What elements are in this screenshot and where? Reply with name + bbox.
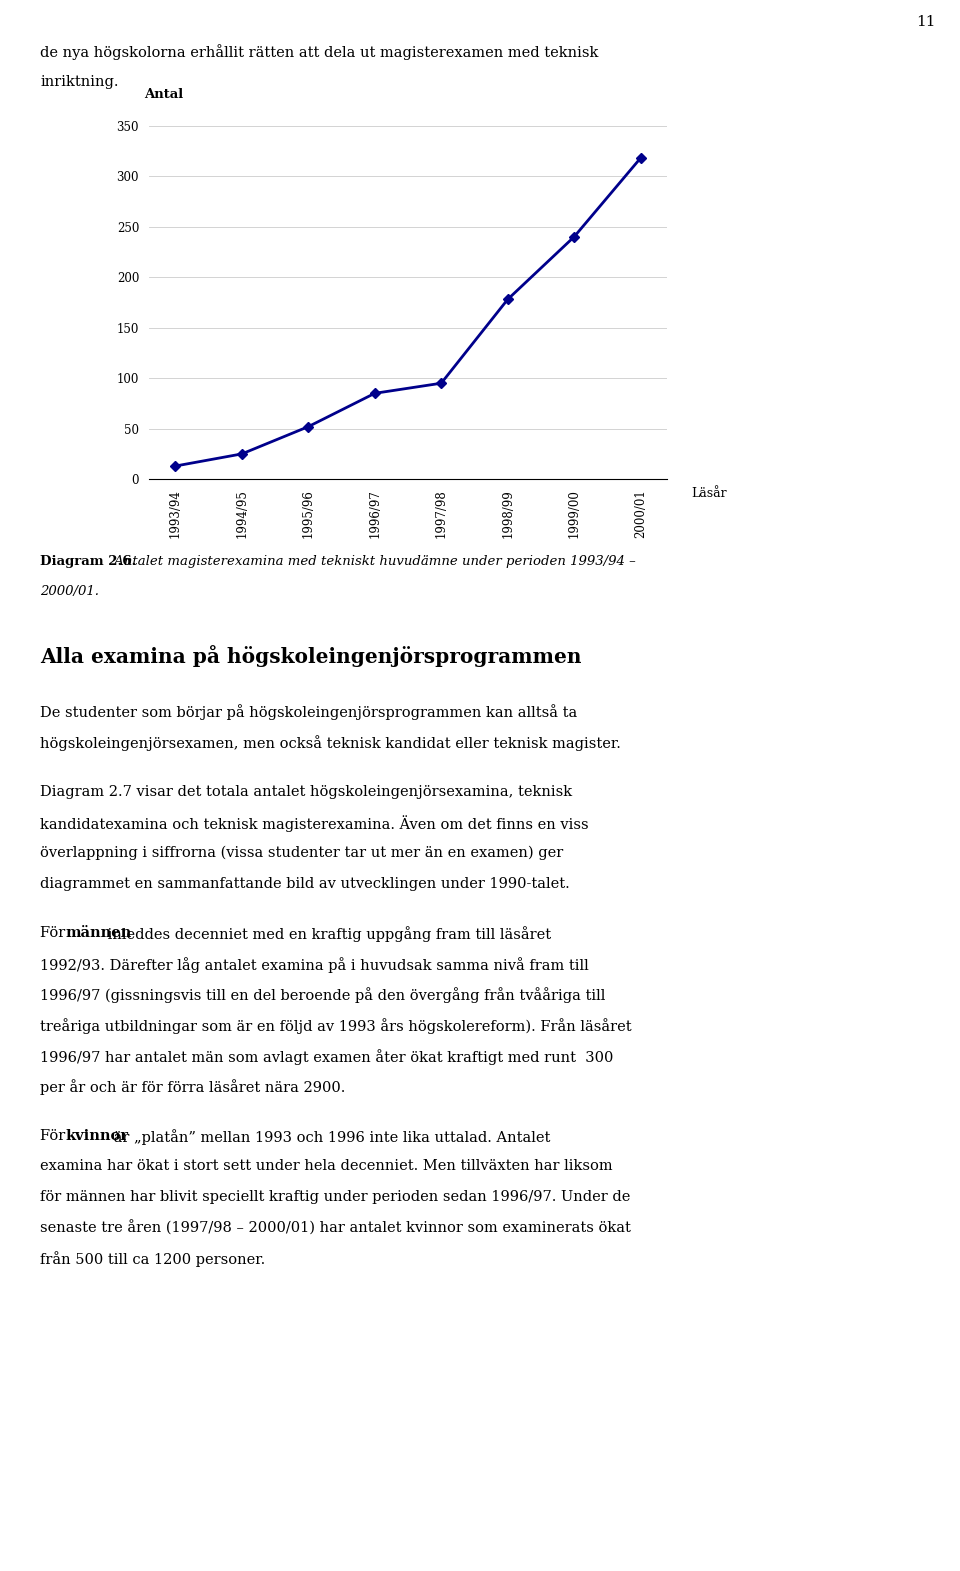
Text: treåriga utbildningar som är en följd av 1993 års högskolereform). Från läsåret: treåriga utbildningar som är en följd av… <box>40 1018 632 1034</box>
Text: examina har ökat i stort sett under hela decenniet. Men tillväxten har liksom: examina har ökat i stort sett under hela… <box>40 1159 612 1174</box>
Text: är „platån” mellan 1993 och 1996 inte lika uttalad. Antalet: är „platån” mellan 1993 och 1996 inte li… <box>109 1130 550 1145</box>
Text: männen: männen <box>65 927 132 939</box>
Text: inleddes decenniet med en kraftig uppgång fram till läsåret: inleddes decenniet med en kraftig uppgån… <box>103 927 551 943</box>
Text: Läsår: Läsår <box>691 487 727 500</box>
Text: de nya högskolorna erhållit rätten att dela ut magisterexamen med teknisk: de nya högskolorna erhållit rätten att d… <box>40 44 599 60</box>
Text: senaste tre åren (1997/98 – 2000/01) har antalet kvinnor som examinerats ökat: senaste tre åren (1997/98 – 2000/01) har… <box>40 1221 631 1236</box>
Text: per år och är för förra läsåret nära 2900.: per år och är för förra läsåret nära 290… <box>40 1079 346 1095</box>
Text: Antalet magisterexamina med tekniskt huvudämne under perioden 1993/94 –: Antalet magisterexamina med tekniskt huv… <box>110 555 636 567</box>
Text: 1996/97 har antalet män som avlagt examen åter ökat kraftigt med runt  300: 1996/97 har antalet män som avlagt exame… <box>40 1049 613 1065</box>
Text: Alla examina på högskoleingenjörsprogrammen: Alla examina på högskoleingenjörsprogram… <box>40 646 582 666</box>
Text: För: För <box>40 927 70 939</box>
Text: 1996/97 (gissningsvis till en del beroende på den övergång från tvååriga till: 1996/97 (gissningsvis till en del beroen… <box>40 988 606 1004</box>
Text: För: För <box>40 1130 70 1142</box>
Text: Diagram 2.6.: Diagram 2.6. <box>40 555 136 567</box>
Text: Antal: Antal <box>144 88 183 101</box>
Text: högskoleingenjörsexamen, men också teknisk kandidat eller teknisk magister.: högskoleingenjörsexamen, men också tekni… <box>40 735 621 751</box>
Text: kandidatexamina och teknisk magisterexamina. Även om det finns en viss: kandidatexamina och teknisk magisterexam… <box>40 815 588 833</box>
Text: 2000/01.: 2000/01. <box>40 586 99 599</box>
Text: 1992/93. Därefter låg antalet examina på i huvudsak samma nivå fram till: 1992/93. Därefter låg antalet examina på… <box>40 957 589 972</box>
Text: överlappning i siffrorna (vissa studenter tar ut mer än en examen) ger: överlappning i siffrorna (vissa studente… <box>40 847 564 861</box>
Text: 11: 11 <box>917 14 936 28</box>
Text: kvinnor: kvinnor <box>65 1130 129 1142</box>
Text: De studenter som börjar på högskoleingenjörsprogrammen kan alltså ta: De studenter som börjar på högskoleingen… <box>40 705 578 721</box>
Text: från 500 till ca 1200 personer.: från 500 till ca 1200 personer. <box>40 1252 266 1268</box>
Text: inriktning.: inriktning. <box>40 74 119 88</box>
Text: Diagram 2.7 visar det totala antalet högskoleingenjörsexamina, teknisk: Diagram 2.7 visar det totala antalet hög… <box>40 786 572 798</box>
Text: för männen har blivit speciellt kraftig under perioden sedan 1996/97. Under de: för männen har blivit speciellt kraftig … <box>40 1191 631 1203</box>
Text: diagrammet en sammanfattande bild av utvecklingen under 1990-talet.: diagrammet en sammanfattande bild av utv… <box>40 877 570 891</box>
